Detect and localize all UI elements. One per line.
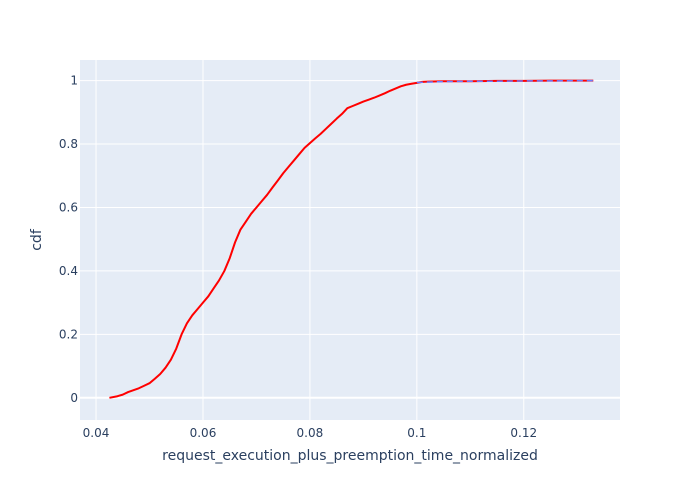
y-tick-label: 0.6 xyxy=(59,200,78,214)
y-tick-label: 0 xyxy=(70,391,78,405)
y-tick-label: 0.4 xyxy=(59,264,78,278)
y-axis-title: cdf xyxy=(29,228,45,251)
x-tick-label: 0.04 xyxy=(83,426,110,440)
x-tick-label: 0.1 xyxy=(407,426,426,440)
x-tick-label: 0.06 xyxy=(190,426,217,440)
y-tick-label: 0.8 xyxy=(59,137,78,151)
x-tick-label: 0.12 xyxy=(510,426,537,440)
x-axis-title: request_execution_plus_preemption_time_n… xyxy=(162,448,538,464)
series-line-0 xyxy=(109,79,594,399)
y-axis-ticks: 0 0.2 0.4 0.6 0.8 1 xyxy=(59,74,78,405)
x-tick-label: 0.08 xyxy=(297,426,324,440)
grid xyxy=(80,60,620,420)
x-axis-ticks: 0.04 0.06 0.08 0.1 0.12 xyxy=(83,426,537,440)
series-line-1 xyxy=(416,79,594,84)
plot-area xyxy=(80,60,620,420)
y-tick-label: 0.2 xyxy=(59,327,78,341)
series-layer xyxy=(109,79,594,399)
y-tick-label: 1 xyxy=(70,74,78,88)
